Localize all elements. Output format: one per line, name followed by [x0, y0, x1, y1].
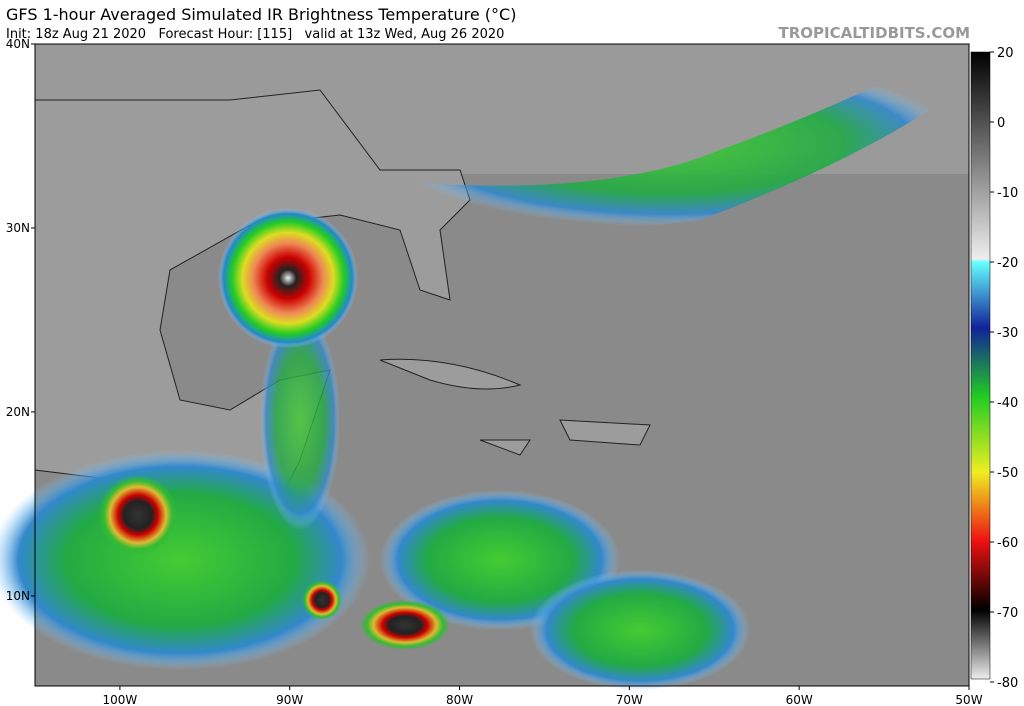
storm-cell: [302, 580, 342, 620]
colorbar-label: -70: [997, 606, 1018, 621]
colorbar: [970, 51, 991, 680]
colorbar-label: -10: [997, 186, 1018, 201]
subtitle: Init: 18z Aug 21 2020 Forecast Hour: [11…: [6, 27, 504, 42]
lon-label: 60W: [786, 693, 813, 706]
lon-label: 70W: [616, 693, 643, 706]
lon-label: 50W: [955, 693, 982, 706]
colorbar-label: 20: [997, 46, 1014, 61]
cloud-band: [380, 60, 960, 227]
colorbar-label: -40: [997, 396, 1018, 411]
colorbar-label: -60: [997, 536, 1018, 551]
colorbar-label: -80: [997, 676, 1018, 691]
colorbar-label: -20: [997, 256, 1018, 271]
storm-cell: [360, 600, 450, 650]
lat-label: 10N: [6, 589, 30, 603]
colorbar-label: -30: [997, 326, 1018, 341]
islands: [379, 358, 651, 456]
lon-label: 80W: [446, 693, 473, 706]
colorbar-label: 0: [997, 116, 1005, 131]
colorbar-label: -50: [997, 466, 1018, 481]
storm-cell: [98, 475, 178, 555]
map-frame: [34, 43, 970, 687]
watermark: TROPICALTIDBITS.COM: [779, 24, 971, 42]
lat-label: 40N: [6, 37, 30, 51]
lon-label: 90W: [276, 693, 303, 706]
hurricane: [218, 208, 358, 348]
lat-label: 20N: [6, 405, 30, 419]
cloud-cluster: [260, 310, 340, 530]
lon-label: 100W: [103, 693, 138, 706]
cloud-cluster: [530, 570, 750, 690]
title: GFS 1-hour Averaged Simulated IR Brightn…: [6, 5, 516, 24]
lat-label: 30N: [6, 221, 30, 235]
